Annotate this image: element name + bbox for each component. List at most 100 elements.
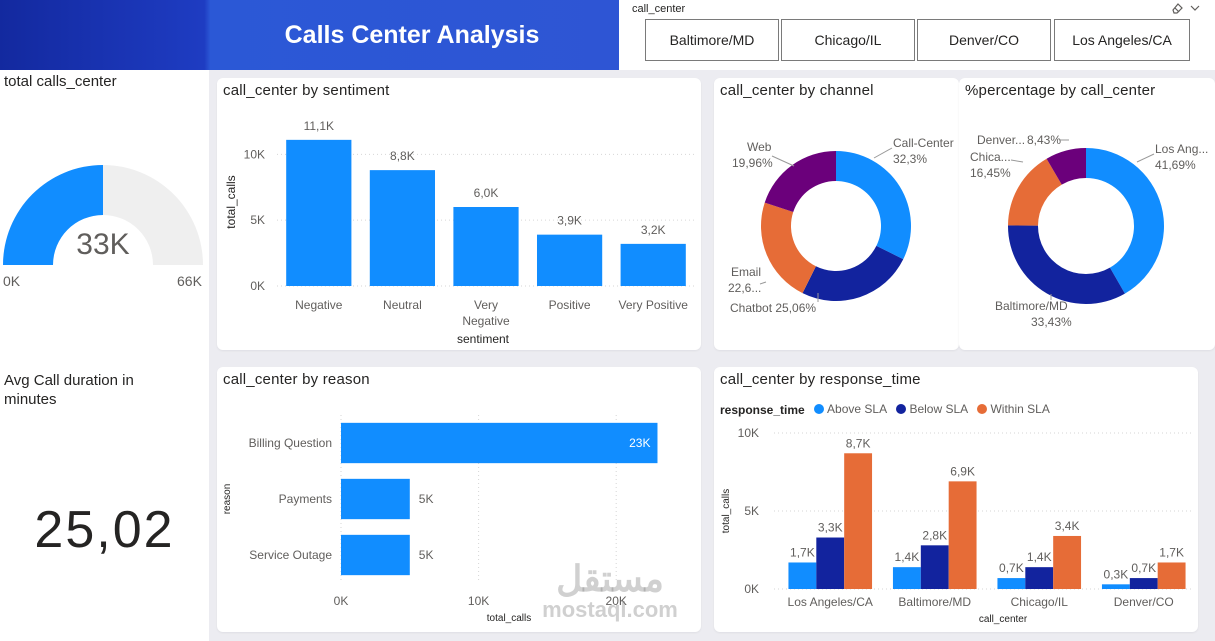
percentage-leader-line (1010, 159, 1024, 163)
gauge-min: 0K (3, 273, 21, 289)
percentage-chart-panel: %percentage by call_center Los Ang... 41,… (959, 78, 1215, 350)
channel-slice (764, 151, 836, 212)
reason-x-axis-title: total_calls (487, 613, 531, 624)
response-data-label: 1,7K (1159, 545, 1184, 559)
percentage-leader-line (1136, 153, 1155, 163)
eraser-icon[interactable] (1170, 1, 1184, 15)
response-bar (816, 537, 845, 589)
response-xtick: Baltimore/MD (898, 595, 971, 609)
percentage-chart-title: %percentage by call_center (965, 82, 1156, 99)
channel-leader-line (873, 147, 893, 159)
sentiment-xtick: Negative (462, 314, 510, 328)
sentiment-bar (620, 243, 686, 286)
percentage-label-pct: 33,43% (1031, 315, 1072, 329)
reason-y-axis-title: reason (222, 484, 233, 515)
channel-label-pct: 32,3% (893, 152, 927, 166)
response-bar (892, 567, 921, 589)
response-x-axis-title: call_center (979, 614, 1028, 625)
response-bar (1053, 535, 1082, 589)
sentiment-xtick: Positive (549, 298, 591, 312)
response-xtick: Chicago/IL (1011, 595, 1069, 609)
reason-bar (341, 478, 410, 520)
percentage-slice (1008, 225, 1125, 304)
reason-chart-title: call_center by reason (223, 371, 370, 388)
legend-title: response_time (720, 403, 805, 417)
response-bar (1129, 578, 1158, 589)
channel-slice (802, 245, 904, 301)
sentiment-xtick: Very Positive (619, 298, 689, 312)
sentiment-ytick: 10K (244, 147, 265, 161)
response-bar (997, 578, 1026, 589)
gauge-value: 33K (76, 228, 130, 261)
gauge-max: 66K (177, 273, 202, 289)
sentiment-chart: 0K 5K 10K 11,1K Negative 8,8K Neutral 6,0K Very N… (224, 119, 695, 346)
slicer-option-denver[interactable]: Denver/CO (917, 19, 1051, 61)
slicer-option-los-angeles[interactable]: Los Angeles/CA (1054, 19, 1190, 61)
percentage-label-pct: 8,43% (1027, 133, 1061, 147)
response-data-label: 2,8K (922, 528, 947, 542)
response-data-label: 1,4K (895, 550, 920, 564)
percentage-slice (1086, 148, 1164, 294)
slicer-option-baltimore[interactable]: Baltimore/MD (645, 19, 779, 61)
channel-label-name: Chatbot 25,06% (730, 301, 816, 315)
reason-xtick: 0K (334, 594, 349, 608)
channel-leader-line (771, 155, 795, 167)
legend-within-sla-swatch (977, 404, 988, 414)
response-bar (920, 545, 949, 589)
reason-data-label: 5K (419, 548, 434, 562)
response-xtick: Los Angeles/CA (788, 595, 873, 609)
chevron-down-icon[interactable] (1189, 1, 1201, 13)
channel-label-pct: 19,96% (732, 156, 773, 170)
legend-above-sla-swatch (814, 404, 825, 414)
channel-label-pct: 22,6... (728, 281, 761, 295)
response-xtick: Denver/CO (1114, 595, 1174, 609)
sentiment-data-label: 3,2K (641, 223, 666, 237)
response-bar (788, 562, 817, 589)
sentiment-data-label: 11,1K (304, 119, 334, 133)
total-calls-gauge (3, 165, 203, 265)
response-bar (1025, 567, 1054, 589)
channel-chart: Call-Center 32,3% Chatbot 25,06% Email 22,6.… (728, 136, 954, 315)
reason-ytick: Billing Question (249, 436, 332, 450)
sentiment-data-label: 3,9K (557, 214, 582, 228)
channel-label-name: Email (731, 265, 761, 279)
channel-leader-line (759, 281, 767, 285)
percentage-chart: Los Ang... 41,69% Baltimore/MD 33,43% Chica.… (970, 133, 1208, 329)
sentiment-bar (536, 234, 603, 286)
response-data-label: 3,3K (818, 521, 843, 535)
reason-data-label: 5K (419, 492, 434, 506)
avg-duration-value: 25,02 (34, 501, 175, 559)
response-data-label: 1,4K (1027, 550, 1052, 564)
reason-chart-panel: call_center by reason 0K 10K 20K Billing Qu… (217, 367, 701, 632)
slicer-option-chicago[interactable]: Chicago/IL (781, 19, 915, 61)
legend-below-sla[interactable]: Below SLA (896, 402, 968, 416)
sentiment-y-axis-title: total_calls (224, 175, 238, 228)
sentiment-chart-panel: call_center by sentiment 0K 5K 10K 11,1K Neg… (217, 78, 701, 350)
percentage-label-name: Denver... (977, 133, 1025, 147)
response-data-label: 3,4K (1055, 519, 1080, 533)
reason-data-label: 23K (629, 436, 650, 450)
response-data-label: 6,9K (950, 464, 975, 478)
channel-chart-panel: call_center by channel Call-Center 32,3% C… (714, 78, 959, 350)
response-chart-panel: call_center by response_time response_ti… (714, 367, 1198, 632)
response-ytick: 0K (744, 582, 759, 596)
legend-above-sla[interactable]: Above SLA (814, 402, 887, 416)
sentiment-chart-title: call_center by sentiment (223, 82, 390, 99)
response-y-axis-title: total_calls (721, 489, 732, 533)
channel-label-name: Call-Center (893, 136, 954, 150)
sentiment-bar (286, 139, 352, 286)
legend-within-sla[interactable]: Within SLA (977, 402, 1050, 416)
response-ytick: 10K (738, 426, 759, 440)
response-chart-title: call_center by response_time (720, 371, 921, 388)
percentage-slice (1046, 148, 1086, 185)
response-data-label: 0,7K (999, 561, 1024, 575)
percentage-label-name: Los Ang... (1155, 142, 1208, 156)
sentiment-x-axis-title: sentiment (457, 332, 510, 346)
percentage-slice (1008, 158, 1062, 226)
percentage-label-pct: 41,69% (1155, 158, 1196, 172)
sentiment-xtick: Very (474, 298, 498, 312)
reason-xtick: 20K (606, 594, 627, 608)
sentiment-data-label: 6,0K (474, 186, 499, 200)
reason-chart: 0K 10K 20K Billing Question 23K Payments 5K Ser… (222, 415, 658, 624)
